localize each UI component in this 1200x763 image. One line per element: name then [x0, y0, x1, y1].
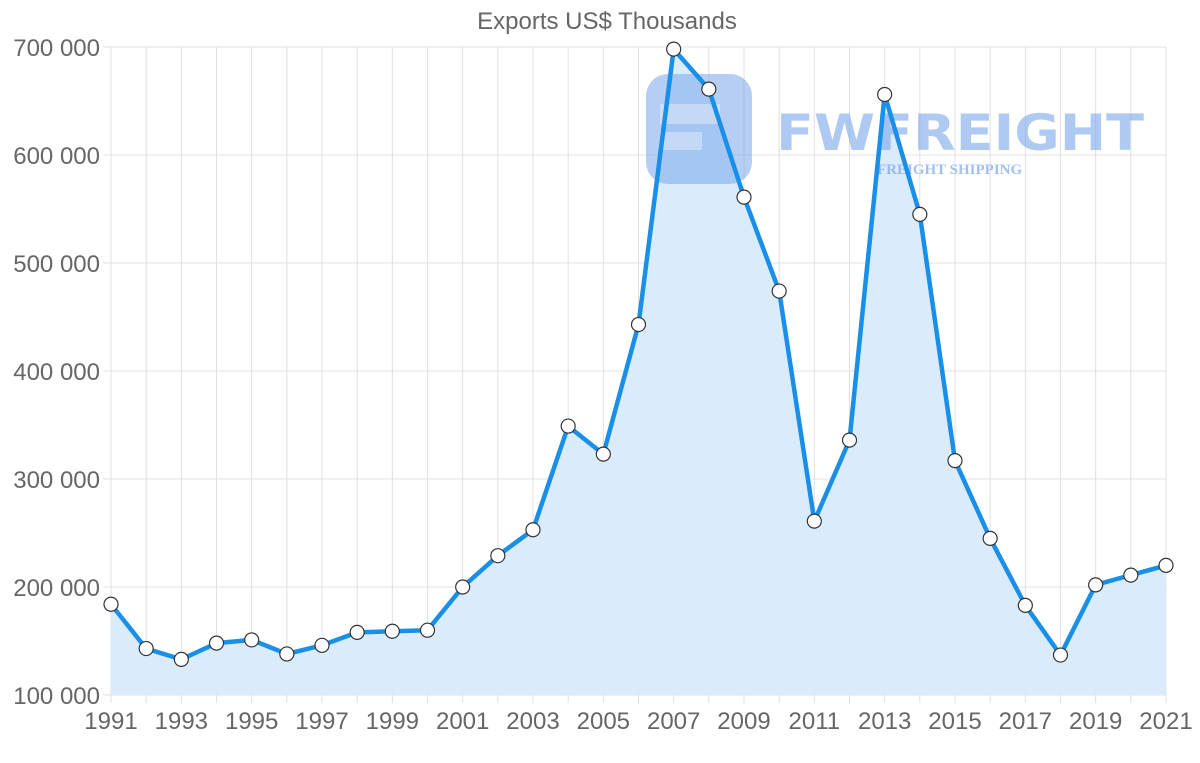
x-tick-label: 2001 — [436, 708, 489, 735]
x-axis: 1991 1993 1995 1997 1999 2001 2003 2005 2007 2009… — [84, 708, 1192, 735]
x-tick-label: 2019 — [1069, 708, 1122, 735]
data-point-1993[interactable] — [173, 651, 189, 667]
data-point-2007[interactable] — [666, 41, 682, 57]
x-tick-label: 2007 — [647, 708, 700, 735]
data-point-1997[interactable] — [314, 637, 330, 653]
x-tick-label: 1993 — [155, 708, 208, 735]
data-point-2005[interactable] — [595, 446, 611, 462]
data-point-2012[interactable] — [841, 432, 858, 448]
data-point-2009[interactable] — [736, 189, 752, 205]
data-point-2015[interactable] — [947, 453, 963, 469]
data-point-2002[interactable] — [490, 548, 506, 564]
y-tick-label: 300 000 — [13, 467, 100, 494]
data-point-2014[interactable] — [912, 206, 928, 222]
data-point-1992[interactable] — [138, 640, 154, 657]
y-axis: 100 000 200 000 300 000 400 000 500 000 600 0… — [13, 35, 100, 710]
x-tick-label: 2021 — [1139, 708, 1192, 735]
watermark-brand: FWFREIGHT — [776, 104, 1144, 162]
y-tick-label: 500 000 — [13, 251, 100, 278]
x-tick-label: 1999 — [366, 708, 419, 735]
data-point-2019[interactable] — [1088, 577, 1104, 593]
data-point-2004[interactable] — [560, 418, 576, 434]
x-tick-label: 2013 — [858, 708, 911, 735]
x-tick-label: 1995 — [225, 708, 278, 735]
data-point-2010[interactable] — [771, 283, 787, 299]
area-path — [111, 49, 1166, 696]
x-tick-label: 1991 — [84, 708, 137, 735]
data-point-2006[interactable] — [630, 316, 647, 333]
y-tick-label: 200 000 — [13, 575, 100, 602]
data-point-1999[interactable] — [384, 623, 400, 639]
data-point-2018[interactable] — [1052, 647, 1069, 663]
data-point-1996[interactable] — [279, 646, 295, 662]
y-tick-label: 700 000 — [13, 35, 100, 62]
data-point-1994[interactable] — [208, 635, 225, 651]
data-point-2001[interactable] — [455, 579, 471, 595]
data-point-1991[interactable] — [103, 596, 119, 612]
x-tick-label: 2017 — [999, 708, 1052, 735]
y-tick-label: 600 000 — [13, 143, 100, 170]
x-tick-label: 2009 — [717, 708, 770, 735]
data-point-2000[interactable] — [419, 622, 436, 638]
watermark-logo-icon — [646, 74, 752, 184]
data-points — [103, 41, 1174, 667]
x-tick-label: 2003 — [506, 708, 559, 735]
data-point-1995[interactable] — [244, 632, 260, 648]
data-point-2003[interactable] — [525, 522, 541, 538]
data-point-1998[interactable] — [349, 624, 365, 640]
x-tick-label: 2011 — [789, 708, 841, 735]
x-tick-label: 2005 — [577, 708, 630, 735]
watermark-tagline: FREIGHT SHIPPING — [877, 162, 1022, 178]
x-tick-label: 2015 — [928, 708, 981, 735]
data-point-2011[interactable] — [806, 513, 822, 529]
data-point-2008[interactable] — [701, 81, 717, 97]
y-tick-label: 400 000 — [13, 359, 100, 386]
watermark: FWFREIGHT FREIGHT SHIPPING — [646, 74, 1144, 184]
data-point-2016[interactable] — [982, 530, 998, 547]
data-point-2013[interactable] — [877, 86, 893, 103]
area-fill — [111, 49, 1166, 696]
data-point-2017[interactable] — [1017, 597, 1033, 613]
data-point-2021[interactable] — [1158, 557, 1174, 574]
x-tick-label: 1997 — [295, 708, 348, 735]
y-tick-label: 100 000 — [13, 683, 100, 710]
chart-title: Exports US$ Thousands — [477, 8, 737, 35]
data-point-2020[interactable] — [1123, 567, 1139, 583]
